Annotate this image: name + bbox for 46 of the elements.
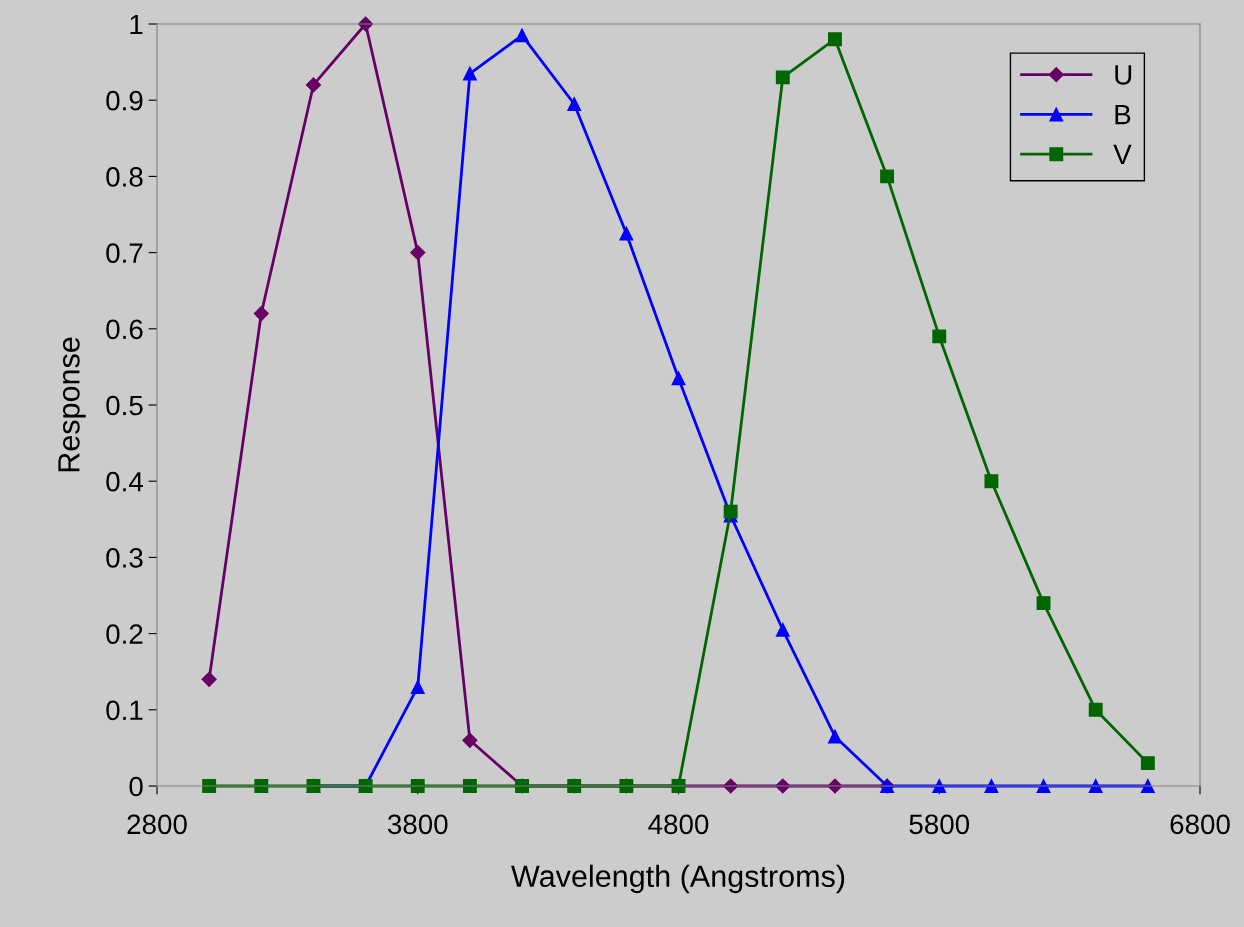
y-tick-label: 0.3 (106, 548, 143, 568)
point (1140, 756, 1155, 771)
point (723, 504, 738, 519)
point (671, 371, 686, 386)
x-tick-label: 4800 (648, 814, 709, 835)
point (462, 66, 477, 81)
point (462, 732, 478, 748)
y-tick-label: 0.9 (106, 90, 143, 111)
y-axis-title: Response (58, 337, 86, 472)
y-tick-label: 0.7 (106, 243, 143, 263)
y-tick-label: 1 (130, 14, 143, 35)
y-tick-label: 0.1 (106, 700, 143, 721)
point (1140, 779, 1155, 793)
point (775, 622, 790, 637)
point (619, 226, 634, 241)
point (775, 70, 790, 85)
point (201, 671, 217, 687)
x-axis-title: Wavelength (Angstroms) (511, 864, 845, 894)
point (567, 97, 582, 111)
y-tick-label: 0.4 (106, 471, 143, 492)
y-tick-label: 0 (129, 776, 143, 797)
point (1036, 596, 1051, 611)
point (515, 28, 529, 43)
point (828, 729, 842, 744)
point (305, 77, 322, 93)
point (1036, 779, 1051, 793)
legend-label: U (1115, 65, 1132, 85)
x-tick-label: 5800 (909, 814, 970, 835)
x-tick-label: 2800 (127, 814, 187, 835)
y-tick-label: 0.2 (106, 624, 143, 644)
y-tick-label: 0.6 (106, 319, 143, 340)
point (984, 779, 999, 793)
point (410, 679, 425, 694)
point (410, 245, 426, 261)
point (984, 474, 999, 489)
x-tick-label: 6800 (1170, 814, 1230, 835)
point (932, 329, 947, 344)
point (828, 32, 842, 47)
y-tick-label: 0.8 (106, 167, 143, 187)
legend-label: V (1113, 144, 1132, 164)
legend-label: B (1115, 105, 1131, 125)
x-tick-label: 3800 (387, 814, 448, 835)
y-tick-label: 0.5 (106, 395, 143, 416)
point (880, 169, 895, 184)
point (1088, 702, 1103, 717)
point (253, 305, 269, 322)
